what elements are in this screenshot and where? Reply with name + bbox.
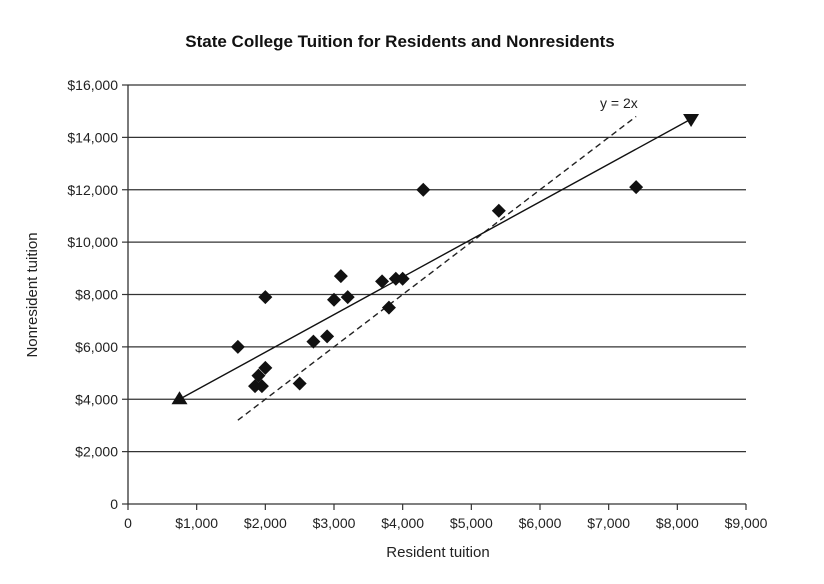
data-point xyxy=(327,292,341,307)
data-point xyxy=(258,360,273,375)
x-tick-label: $2,000 xyxy=(244,515,287,531)
data-point xyxy=(395,271,410,286)
data-point xyxy=(629,180,644,195)
data-point xyxy=(381,300,396,315)
x-tick-label: $5,000 xyxy=(450,515,493,531)
y-tick-label: $16,000 xyxy=(67,77,118,93)
x-tick-label: $7,000 xyxy=(587,515,630,531)
fit-line xyxy=(179,118,692,400)
x-tick-label: 0 xyxy=(124,515,132,531)
x-tick-label: $3,000 xyxy=(313,515,356,531)
x-tick-label: $8,000 xyxy=(656,515,699,531)
data-point xyxy=(375,274,390,289)
data-point xyxy=(333,269,348,284)
y-tick-label: $10,000 xyxy=(67,234,118,250)
fit-line-end-marker xyxy=(683,114,700,128)
data-point xyxy=(340,290,355,305)
y-tick-label: $2,000 xyxy=(75,444,118,460)
data-point xyxy=(258,290,273,305)
reference-line-y-2x xyxy=(237,115,637,421)
y-tick-label: $6,000 xyxy=(75,339,118,355)
data-points xyxy=(230,180,644,394)
x-axis-ticks: 0 $1,000 $2,000 $3,000 $4,000 $5,000 $6,000 $7,… xyxy=(124,504,768,531)
y-tick-label: 0 xyxy=(110,496,118,512)
y-tick-label: $12,000 xyxy=(67,182,118,198)
x-tick-label: $4,000 xyxy=(381,515,424,531)
y-tick-label: $14,000 xyxy=(67,129,118,145)
data-point xyxy=(491,203,506,218)
data-point xyxy=(306,334,321,349)
x-axis-label: Resident tuition xyxy=(386,544,489,561)
fit-line-start-marker xyxy=(171,391,188,405)
data-point xyxy=(230,339,245,354)
trend-lines xyxy=(171,114,700,421)
y-tick-label: $8,000 xyxy=(75,287,118,303)
reference-line-label-text: y = 2x xyxy=(600,95,638,111)
x-tick-label: $9,000 xyxy=(725,515,768,531)
data-point xyxy=(320,329,335,344)
y-axis-ticks: 0 $2,000 $4,000 $6,000 $8,000 $10,000 $12,000 $… xyxy=(67,77,128,512)
data-point xyxy=(251,368,266,383)
chart-title: State College Tuition for Residents and … xyxy=(185,32,614,51)
y-tick-label: $4,000 xyxy=(75,391,118,407)
x-tick-label: $6,000 xyxy=(519,515,562,531)
data-point xyxy=(292,376,307,391)
y-axis-label: Nonresident tuition xyxy=(24,232,41,357)
x-tick-label: $1,000 xyxy=(175,515,218,531)
data-point xyxy=(254,379,269,394)
reference-line-label: y = 2x xyxy=(600,95,638,111)
data-point xyxy=(416,182,431,197)
